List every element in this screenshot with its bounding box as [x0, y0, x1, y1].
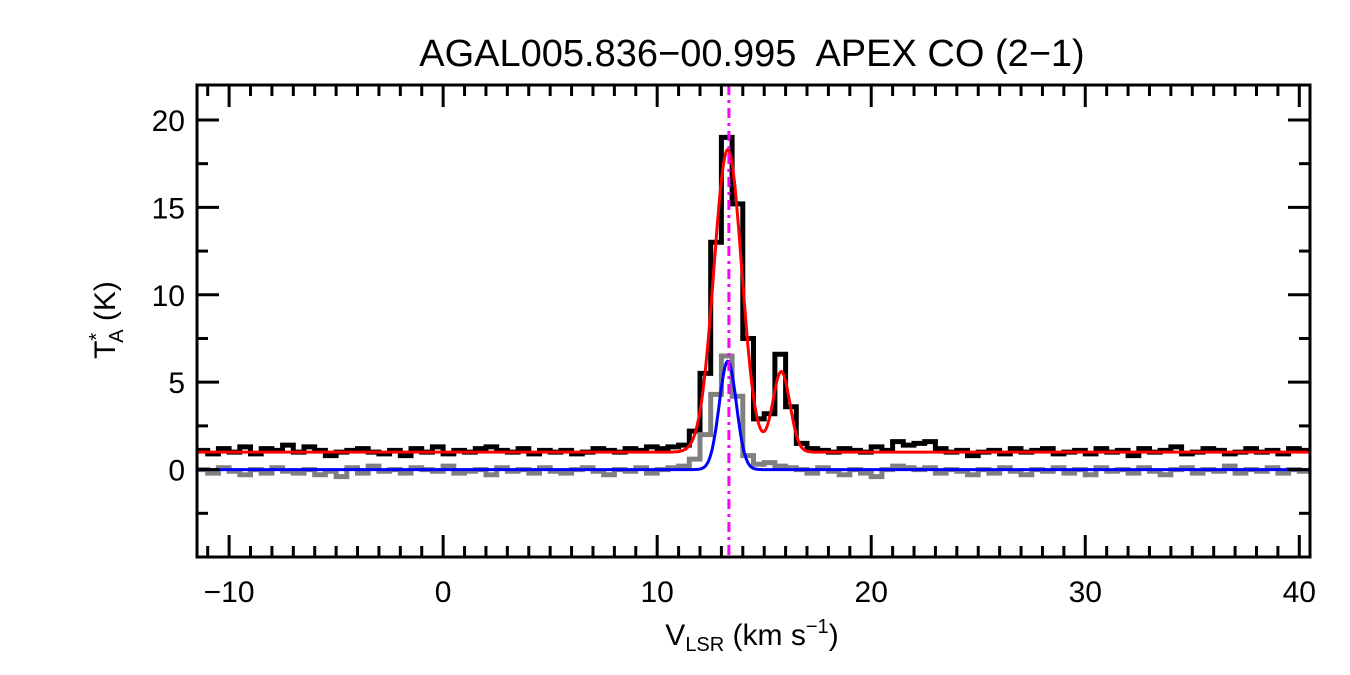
x-tick-label: −10: [204, 576, 255, 609]
y-tick-label: 0: [168, 455, 185, 488]
x-tick-label: 20: [855, 576, 888, 609]
x-axis-label: VLSR (km s−1): [665, 616, 838, 656]
x-tick-label: 30: [1069, 576, 1102, 609]
gaussian-fit-line-1: [197, 359, 1310, 472]
y-tick-label: 5: [168, 367, 185, 400]
x-tick-label: 0: [435, 576, 452, 609]
x-tick-label: 40: [1283, 576, 1316, 609]
axes: −10 0 10 20 30 40 0 5 10 15 20: [152, 83, 1316, 609]
plot-marks: [197, 85, 1310, 557]
chart-title: AGAL005.836−00.995 APEX CO (2−1): [419, 33, 1084, 75]
spectrum-histogram-0: [197, 134, 1310, 459]
y-tick-label: 10: [152, 280, 185, 313]
plot-frame: [195, 83, 1312, 559]
x-tick-label: 10: [640, 576, 673, 609]
y-tick-label: 20: [152, 105, 185, 138]
gaussian-fit-line-0: [197, 147, 1310, 454]
y-tick-label: 15: [152, 192, 185, 225]
y-axis-label: T*A (K): [86, 281, 128, 359]
